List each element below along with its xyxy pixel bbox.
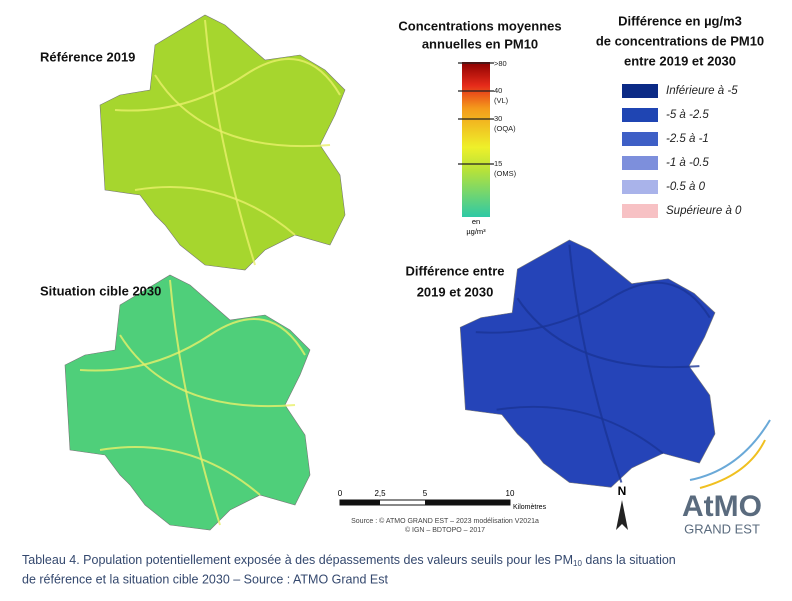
north-arrow: N <box>616 484 628 530</box>
tick-label: (OMS) <box>494 169 517 178</box>
map-label: Référence 2019 <box>40 49 135 64</box>
legend-label: Supérieure à 0 <box>666 205 742 217</box>
road <box>568 244 623 483</box>
legend-title: entre 2019 et 2030 <box>624 53 736 68</box>
caption: de référence et la situation cible 2030 … <box>22 572 388 586</box>
road <box>475 281 711 334</box>
scale-unit: Kilomètres <box>513 504 547 511</box>
tick-label: (VL) <box>494 96 509 105</box>
road <box>119 334 296 408</box>
road <box>204 19 256 266</box>
legend-title: Différence en µg/m3 <box>618 13 742 28</box>
road <box>114 58 341 112</box>
scale-bar <box>340 500 380 505</box>
scale-label: 2,5 <box>374 489 386 498</box>
legend-swatch <box>622 180 658 194</box>
road <box>99 446 261 496</box>
road <box>134 186 296 236</box>
tick-label: 15 <box>494 159 502 168</box>
tick-label: (OQA) <box>494 124 516 133</box>
legend-title: Concentrations moyennes <box>398 18 561 33</box>
road <box>496 405 664 455</box>
legend-swatch <box>622 156 658 170</box>
map-label: 2019 et 2030 <box>417 284 494 299</box>
map <box>99 14 346 271</box>
source: Source : © ATMO GRAND EST – 2023 modélis… <box>351 517 539 525</box>
logo-subtitle: GRAND EST <box>684 521 760 536</box>
legend-label: -5 à -2.5 <box>666 109 709 121</box>
north-label: N <box>618 484 627 498</box>
scale-label: 5 <box>423 489 428 498</box>
legend-swatch <box>622 132 658 146</box>
legend-label: -2.5 à -1 <box>666 133 709 145</box>
color-bar <box>462 62 490 217</box>
map <box>459 239 716 488</box>
logo-name: AtMO <box>682 490 762 523</box>
road <box>79 318 306 372</box>
legend-swatch <box>622 108 658 122</box>
map-label: Différence entre <box>406 263 505 278</box>
legend-title: annuelles en PM10 <box>422 36 538 51</box>
scale-label: 0 <box>338 489 343 498</box>
logo: AtMO GRAND EST <box>682 419 771 536</box>
tick-label: 40 <box>494 86 502 95</box>
legend-title: de concentrations de PM10 <box>596 33 764 48</box>
scale-bar <box>425 500 510 505</box>
scale-label: 10 <box>506 489 515 498</box>
legend-label: Inférieure à -5 <box>666 85 738 97</box>
road <box>516 297 700 369</box>
caption-text: dans la situation <box>582 553 676 567</box>
caption: Tableau 4. Population potentiellement ex… <box>22 553 676 568</box>
legend-swatch <box>622 204 658 218</box>
source: © IGN – BDTOPO – 2017 <box>405 526 485 534</box>
tick-label: >80 <box>494 59 507 68</box>
map-label: Situation cible 2030 <box>40 283 161 298</box>
legend-label: -1 à -0.5 <box>666 157 709 169</box>
caption-subscript: 10 <box>573 559 582 568</box>
unit: en <box>472 217 480 226</box>
caption-text: Tableau 4. Population potentiellement ex… <box>22 553 573 567</box>
tick-label: 30 <box>494 114 502 123</box>
map <box>64 274 311 531</box>
road <box>154 74 331 148</box>
unit: µg/m³ <box>466 227 486 236</box>
legend-label: -0.5 à 0 <box>666 181 706 193</box>
road <box>169 279 221 526</box>
legend-swatch <box>622 84 658 98</box>
